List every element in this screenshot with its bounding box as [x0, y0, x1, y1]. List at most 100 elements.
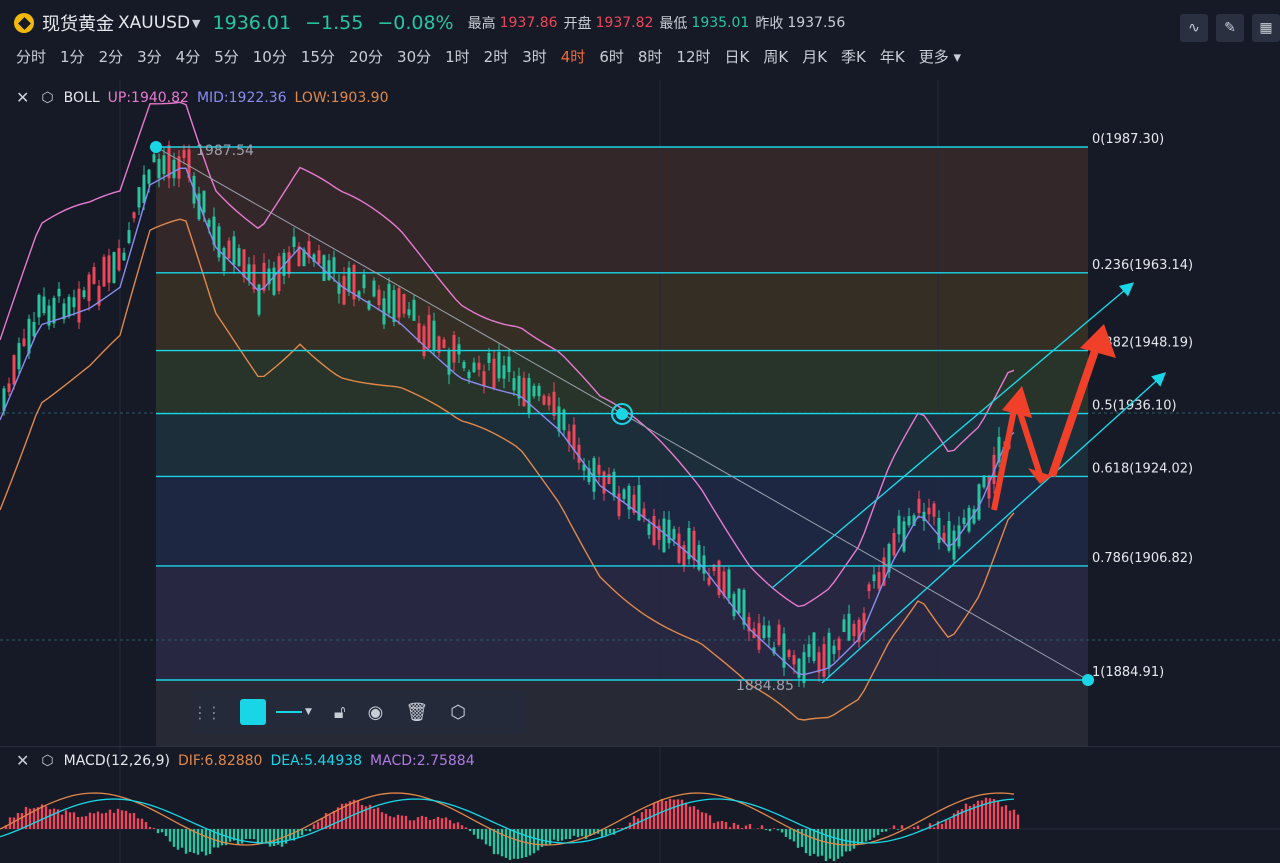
candle-body — [43, 297, 46, 314]
timeframe-tab[interactable]: 30分 — [397, 46, 431, 67]
timeframe-tab[interactable]: 15分 — [301, 46, 335, 67]
macd-histogram-bar — [561, 829, 563, 841]
macd-histogram-bar — [317, 822, 319, 829]
candle-body — [533, 386, 536, 396]
drag-handle-icon[interactable]: ⋮⋮ — [192, 703, 218, 722]
indicator-icon[interactable]: ∿ — [1180, 14, 1208, 42]
timeframe-tab[interactable]: 年K — [880, 46, 905, 67]
eye-icon[interactable]: ◉ — [368, 702, 384, 723]
main-chart[interactable]: 0(1987.30)0.236(1963.14)0.382(1948.19)0.… — [0, 80, 1280, 746]
candle-body — [83, 290, 86, 297]
macd-histogram-bar — [417, 817, 419, 829]
open-label: 开盘 — [564, 13, 592, 33]
candle-body — [663, 519, 666, 553]
timeframe-tab[interactable]: 4分 — [176, 46, 201, 67]
trash-icon[interactable]: 🗑︎ — [405, 702, 428, 723]
timeframe-tab[interactable]: 20分 — [349, 46, 383, 67]
high-value: 1937.86 — [500, 15, 558, 31]
symbol-bar: 现货黄金 XAUUSD ▼ 1936.01 −1.55 −0.08% 最高 19… — [14, 10, 851, 36]
timeframe-tab[interactable]: 3时 — [522, 46, 547, 67]
macd-histogram-bar — [553, 829, 555, 840]
macd-histogram-bar — [409, 820, 411, 829]
macd-histogram-bar — [725, 822, 727, 829]
settings-icon[interactable]: ⬡ — [450, 702, 466, 723]
macd-histogram-bar — [261, 829, 263, 843]
chevron-down-icon[interactable]: ▼ — [192, 17, 200, 30]
timeframe-tab[interactable]: 12时 — [676, 46, 710, 67]
macd-histogram-bar — [245, 829, 247, 839]
timeframe-tab[interactable]: 月K — [802, 46, 827, 67]
pencil-icon[interactable]: ✎ — [1216, 14, 1244, 42]
color-swatch[interactable] — [240, 699, 266, 725]
macd-histogram-bar — [37, 807, 39, 829]
candle-body — [563, 410, 566, 430]
macd-histogram-bar — [861, 829, 863, 844]
lock-open-icon[interactable]: 🔓︎ — [334, 702, 346, 723]
drawing-toolbar: ⋮⋮ ▼ 🔓︎ ◉ 🗑︎ ⬡ — [192, 690, 526, 734]
candle-body — [548, 396, 551, 405]
timeframe-tab[interactable]: 1时 — [445, 46, 470, 67]
macd-histogram-bar — [957, 810, 959, 829]
candle-body — [383, 298, 386, 324]
settings-icon[interactable]: ⬡ — [41, 753, 53, 769]
grid-icon[interactable]: ▦ — [1252, 14, 1280, 42]
macd-histogram-bar — [165, 829, 167, 836]
candle-body — [388, 284, 391, 313]
macd-histogram-bar — [137, 818, 139, 829]
candle-body — [468, 372, 471, 378]
close-icon[interactable]: ✕ — [16, 88, 29, 107]
candle-body — [558, 407, 561, 432]
timeframe-tab[interactable]: 10分 — [253, 46, 287, 67]
macd-histogram-bar — [361, 805, 363, 829]
settings-icon[interactable]: ⬡ — [41, 90, 53, 106]
macd-histogram-bar — [949, 819, 951, 829]
macd-histogram-bar — [965, 804, 967, 829]
chevron-down-icon[interactable]: ▼ — [305, 707, 312, 717]
timeframe-tab[interactable]: 周K — [763, 46, 788, 67]
timeframe-tab[interactable]: 分时 — [16, 46, 46, 67]
candle-body — [983, 476, 986, 488]
macd-histogram-bar — [217, 829, 219, 848]
macd-histogram-bar — [97, 812, 99, 829]
macd-histogram-bar — [445, 817, 447, 829]
candle-body — [398, 288, 401, 317]
candle-body — [493, 359, 496, 388]
macd-histogram-bar — [381, 812, 383, 829]
timeframe-tab[interactable]: 8时 — [638, 46, 663, 67]
macd-histogram-bar — [689, 807, 691, 829]
macd-histogram-bar — [669, 799, 671, 829]
timeframe-tab[interactable]: 2分 — [99, 46, 124, 67]
candle-body — [223, 248, 226, 271]
macd-panel[interactable]: ✕ ⬡ MACD(12,26,9) DIF:6.82880 DEA:5.4493… — [0, 746, 1280, 863]
macd-histogram-bar — [609, 829, 611, 833]
macd-histogram-bar — [273, 829, 275, 846]
timeframe-tab[interactable]: 日K — [725, 46, 750, 67]
timeframe-tab[interactable]: 6时 — [599, 46, 624, 67]
timeframe-tab[interactable]: 更多 ▾ — [919, 46, 961, 67]
macd-histogram-bar — [745, 826, 747, 829]
macd-histogram-bar — [849, 829, 851, 851]
symbol-code[interactable]: XAUUSD — [118, 13, 190, 33]
macd-histogram-bar — [101, 813, 103, 829]
anchor-point — [1082, 674, 1094, 686]
timeframe-tab[interactable]: 3分 — [137, 46, 162, 67]
timeframe-tab[interactable]: 4时 — [561, 46, 586, 67]
macd-name: MACD(12,26,9) — [64, 753, 170, 769]
macd-histogram-bar — [129, 813, 131, 829]
candle-body — [653, 516, 656, 545]
timeframe-tab[interactable]: 2时 — [484, 46, 509, 67]
macd-histogram-bar — [269, 829, 271, 847]
macd-histogram-bar — [825, 829, 827, 861]
price-chart-svg[interactable]: 0(1987.30)0.236(1963.14)0.382(1948.19)0.… — [0, 80, 1280, 746]
timeframe-tab[interactable]: 1分 — [60, 46, 85, 67]
macd-histogram-bar — [917, 826, 919, 829]
timeframe-tab[interactable]: 5分 — [214, 46, 239, 67]
line-style-icon[interactable] — [276, 711, 302, 713]
macd-histogram-bar — [221, 829, 223, 845]
timeframe-tab[interactable]: 季K — [841, 46, 866, 67]
candle-body — [203, 191, 206, 213]
candle-body — [953, 531, 956, 560]
close-icon[interactable]: ✕ — [16, 751, 29, 770]
symbol-name[interactable]: 现货黄金 — [42, 10, 114, 36]
